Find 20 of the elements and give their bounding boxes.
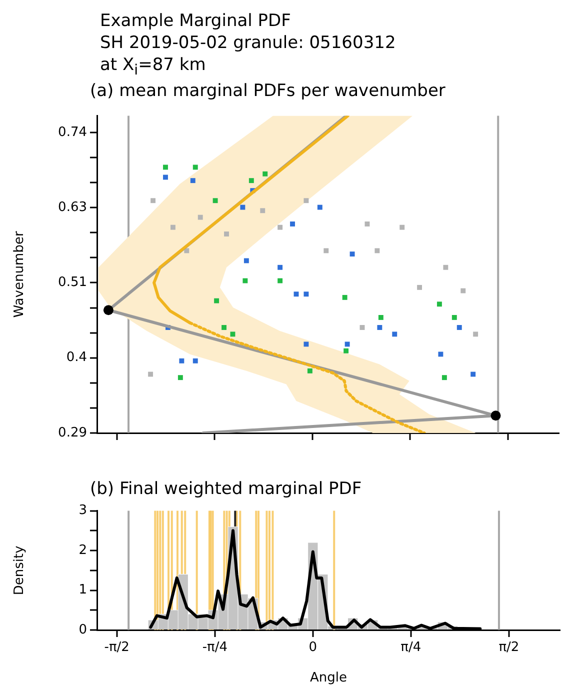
y-tick-label: 3 bbox=[78, 503, 87, 518]
y-tick-label: 0.4 bbox=[66, 350, 87, 366]
chart-subtitle: (a) mean marginal PDFs per wavenumber bbox=[90, 80, 446, 102]
y-tick-label: 0.51 bbox=[58, 275, 87, 290]
y-tick-label: 0.63 bbox=[58, 200, 87, 215]
x-tick-label: π/4 bbox=[400, 640, 422, 656]
y-tick-label: 0.74 bbox=[58, 124, 87, 140]
x-tick-label: 0 bbox=[308, 640, 318, 656]
y-axis-title: Density bbox=[12, 545, 28, 596]
y-tick-label: 0.29 bbox=[58, 425, 87, 440]
x-tick-label: -π/2 bbox=[104, 640, 130, 656]
x-tick-label: π/2 bbox=[498, 640, 520, 656]
chart-title: (b) Final weighted marginal PDF bbox=[90, 478, 362, 500]
chart-title: Example Marginal PDF SH 2019-05-02 granule: 05160312 at X$_{i}$=87 km bbox=[100, 10, 396, 80]
x-axis-title: Angle bbox=[310, 670, 347, 686]
y-tick-label: 0 bbox=[78, 622, 87, 638]
y-tick-label: 1 bbox=[78, 582, 87, 598]
x-tick-label: -π/4 bbox=[202, 640, 228, 656]
y-tick-label: 2 bbox=[78, 542, 87, 558]
y-axis-title: Wavenumber bbox=[12, 230, 28, 318]
